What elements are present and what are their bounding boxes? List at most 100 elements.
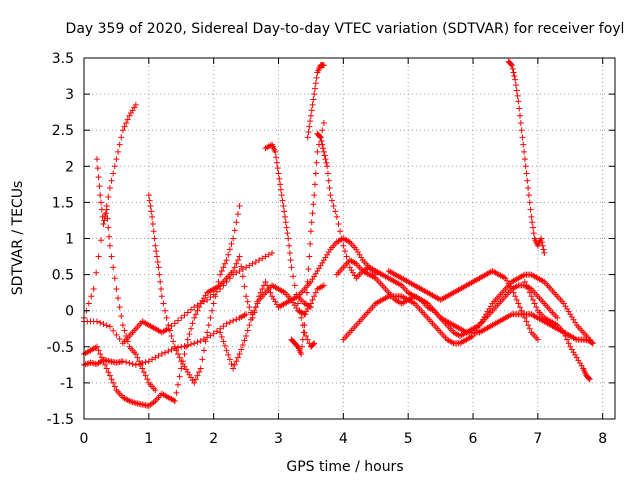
data-point [320, 119, 327, 126]
data-point [175, 317, 182, 324]
data-point [517, 304, 524, 311]
y-tick-label: -0.5 [47, 340, 74, 356]
data-point [521, 156, 528, 163]
data-point [147, 203, 154, 210]
data-point [116, 336, 123, 343]
data-point [139, 365, 146, 372]
data-point [246, 322, 253, 329]
data-point [111, 163, 118, 170]
data-point [165, 322, 172, 329]
data-point [121, 123, 128, 130]
data-point [168, 346, 175, 353]
data-point [311, 192, 318, 199]
data-point [238, 346, 245, 353]
data-point [108, 253, 115, 260]
series-sat-h [217, 282, 327, 372]
data-point [508, 62, 515, 69]
data-point [207, 294, 214, 301]
data-point [528, 293, 535, 300]
data-point [589, 339, 596, 346]
data-point [272, 148, 279, 155]
data-point [562, 332, 569, 339]
data-point [303, 300, 310, 307]
data-point [137, 361, 144, 368]
data-point [93, 318, 100, 325]
series-sat-j [288, 119, 327, 358]
data-point [284, 230, 291, 237]
data-point [105, 193, 112, 200]
data-point [173, 347, 180, 354]
data-point [515, 300, 522, 307]
data-point [279, 197, 286, 204]
data-point [298, 351, 305, 358]
data-point [288, 264, 295, 271]
data-point [220, 338, 227, 345]
data-point [95, 253, 102, 260]
data-point [210, 330, 217, 337]
data-point [123, 359, 130, 366]
data-point [249, 311, 256, 318]
data-point [191, 314, 198, 321]
data-point [95, 347, 102, 354]
data-point [523, 170, 530, 177]
data-point [106, 372, 113, 379]
data-point [90, 286, 97, 293]
data-point [303, 289, 310, 296]
data-point [111, 383, 118, 390]
data-point [217, 271, 224, 278]
data-point [157, 286, 164, 293]
data-point [269, 249, 276, 256]
data-point [236, 351, 243, 358]
data-point [149, 213, 156, 220]
data-point [525, 322, 532, 329]
data-point [228, 240, 235, 247]
data-point [226, 356, 233, 363]
data-point [142, 359, 149, 366]
data-point [512, 82, 519, 89]
y-axis: -1.5 -1 -0.5 0 0.5 1 1.5 2 2.5 3 3.5 [47, 51, 615, 428]
data-point [209, 307, 216, 314]
data-point [241, 337, 248, 344]
data-point [160, 300, 167, 307]
data-point [218, 333, 225, 340]
data-point [554, 314, 561, 321]
data-point [187, 306, 194, 313]
x-tick-label: 0 [80, 431, 89, 447]
data-point [510, 69, 517, 76]
data-point [184, 336, 191, 343]
data-point [320, 145, 327, 152]
data-point [320, 62, 327, 69]
data-point [98, 237, 105, 244]
data-point [170, 338, 177, 345]
data-point [247, 316, 254, 323]
data-point [531, 300, 538, 307]
data-point [538, 239, 545, 246]
data-point [85, 300, 92, 307]
data-point [585, 375, 592, 382]
data-point [118, 313, 125, 320]
series-sat-p [385, 267, 541, 343]
data-point [145, 192, 152, 199]
data-point [100, 358, 107, 365]
data-point [251, 307, 258, 314]
data-point [113, 286, 120, 293]
data-point [515, 98, 522, 105]
data-point [210, 300, 217, 307]
data-point [187, 325, 194, 332]
data-point [305, 266, 312, 273]
x-tick-label: 8 [598, 431, 607, 447]
data-point [204, 329, 211, 336]
data-point [244, 298, 251, 305]
data-point [173, 389, 180, 396]
data-point [529, 296, 536, 303]
data-point [101, 217, 108, 224]
data-point [541, 249, 548, 256]
data-point [310, 201, 317, 208]
data-point [252, 258, 259, 265]
data-point [323, 159, 330, 166]
data-point [144, 376, 151, 383]
data-point [521, 148, 528, 155]
x-tick-label: 3 [274, 431, 283, 447]
data-point [230, 317, 237, 324]
data-point [239, 273, 246, 280]
